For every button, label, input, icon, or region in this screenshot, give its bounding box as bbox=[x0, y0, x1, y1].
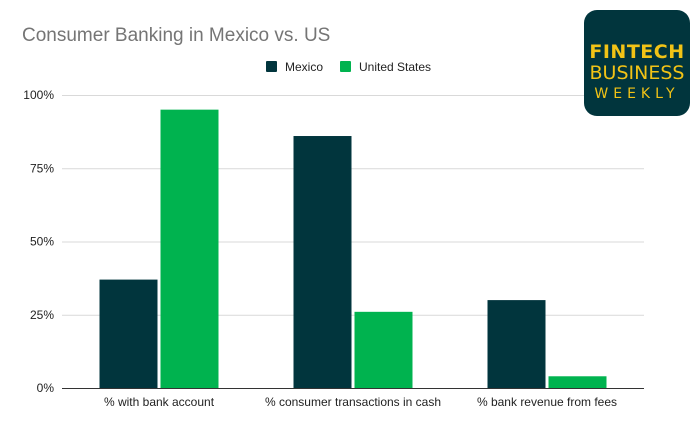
bar-united-states-2 bbox=[354, 311, 413, 388]
x-tick-label: % consumer transactions in cash bbox=[265, 395, 441, 409]
legend-label-mexico: Mexico bbox=[285, 60, 323, 74]
fintech-business-weekly-logo: FINTECH BUSINESS WEEKLY bbox=[584, 10, 690, 116]
y-axis-ticks: 0% 25% 50% 75% 100% bbox=[23, 88, 54, 395]
logo-text-fintech: FINTECH bbox=[589, 41, 684, 63]
bar-united-states-3 bbox=[548, 376, 607, 388]
bar-mexico-1 bbox=[99, 279, 158, 388]
legend-label-united-states: United States bbox=[359, 60, 431, 74]
chart-title: Consumer Banking in Mexico vs. US bbox=[22, 25, 330, 46]
y-tick-label: 50% bbox=[30, 235, 54, 249]
y-tick-label: 25% bbox=[30, 308, 54, 322]
logo-background bbox=[584, 10, 690, 116]
logo-text-weekly: WEEKLY bbox=[594, 86, 679, 102]
y-tick-label: 75% bbox=[30, 161, 54, 175]
bars bbox=[99, 109, 607, 389]
y-tick-label: 0% bbox=[37, 381, 55, 395]
legend-swatch-mexico bbox=[266, 61, 277, 72]
legend-swatch-united-states bbox=[340, 61, 351, 72]
bar-united-states-1 bbox=[160, 109, 219, 389]
y-tick-label: 100% bbox=[23, 88, 54, 102]
x-tick-label: % bank revenue from fees bbox=[477, 395, 617, 409]
legend: Mexico United States bbox=[266, 60, 431, 74]
x-tick-label: % with bank account bbox=[104, 395, 215, 409]
bar-mexico-2 bbox=[293, 136, 352, 388]
logo-text-business: BUSINESS bbox=[590, 62, 685, 84]
gridlines bbox=[62, 95, 644, 316]
x-axis-labels: % with bank account % consumer transactio… bbox=[104, 395, 617, 409]
bar-mexico-3 bbox=[487, 300, 546, 388]
